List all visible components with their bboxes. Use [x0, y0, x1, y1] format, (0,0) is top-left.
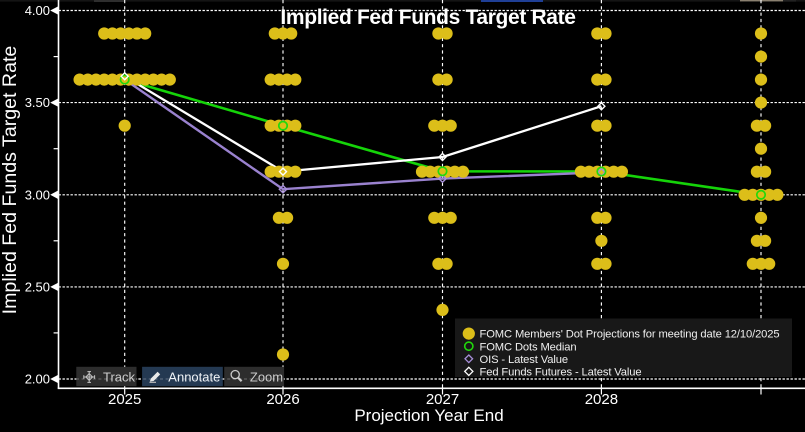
svg-text:Implied Fed Funds Target Rate: Implied Fed Funds Target Rate	[0, 46, 21, 315]
svg-text:OIS - Latest Value: OIS - Latest Value	[480, 354, 568, 366]
svg-text:2027: 2027	[426, 391, 459, 408]
svg-text:FOMC Dots Median: FOMC Dots Median	[480, 341, 577, 353]
svg-text:2025: 2025	[108, 391, 141, 408]
svg-text:Annotate: Annotate	[168, 370, 220, 385]
svg-text:Implied Fed Funds Target Rate: Implied Fed Funds Target Rate	[280, 6, 575, 29]
svg-text:Fed Funds Futures - Latest Val: Fed Funds Futures - Latest Value	[480, 367, 642, 379]
svg-text:2026: 2026	[266, 391, 299, 408]
svg-text:3.00: 3.00	[25, 187, 50, 202]
svg-text:3.50: 3.50	[25, 95, 50, 110]
svg-text:Projection Year End: Projection Year End	[354, 406, 503, 425]
svg-text:2.50: 2.50	[25, 280, 50, 295]
svg-text:4.00: 4.00	[25, 3, 50, 18]
svg-text:Track: Track	[103, 370, 136, 385]
svg-text:Zoom: Zoom	[250, 370, 283, 385]
svg-text:2028: 2028	[585, 391, 618, 408]
svg-text:2.00: 2.00	[25, 372, 50, 387]
svg-text:FOMC Members' Dot Projections: FOMC Members' Dot Projections for meetin…	[480, 329, 780, 341]
